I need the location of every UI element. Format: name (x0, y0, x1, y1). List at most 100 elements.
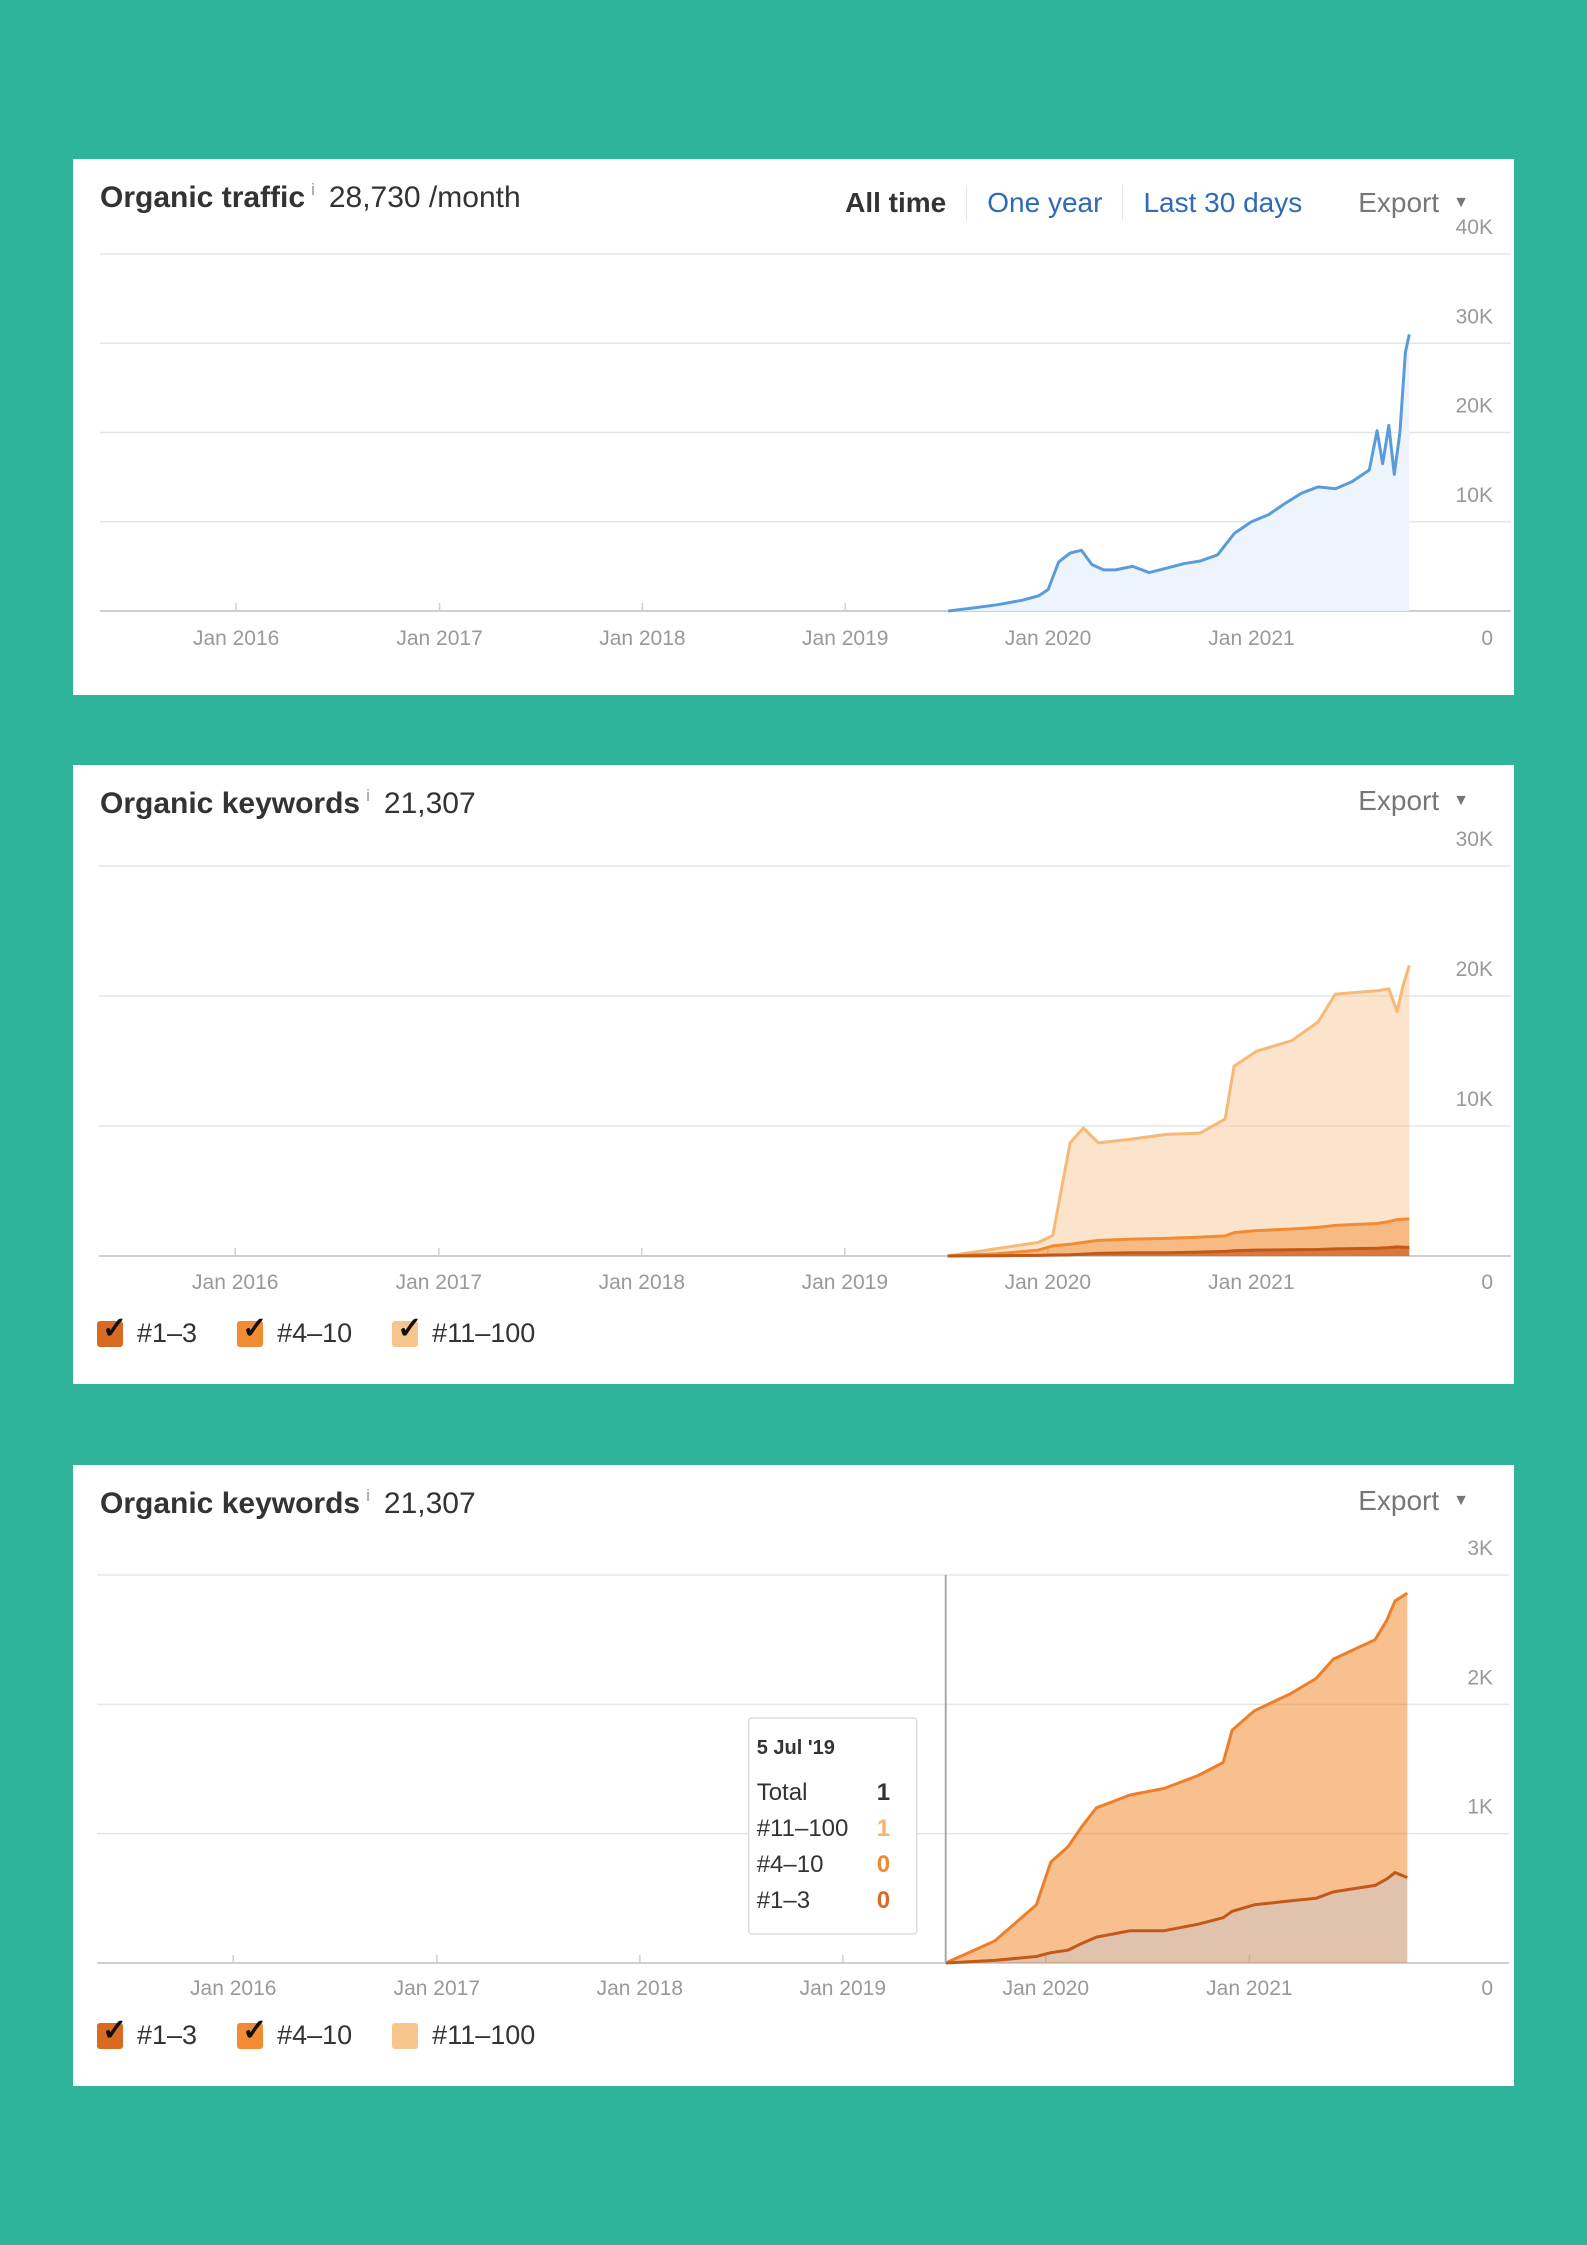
time-range-tabs: All time One year Last 30 days Export ▼ (825, 183, 1469, 223)
y-tick-label: 1K (1467, 1796, 1493, 1819)
legend-item-1-3[interactable]: ✓ #1–3 (97, 2015, 198, 2051)
x-tick-label: Jan 2018 (599, 627, 685, 650)
legend-item-4-10[interactable]: ✓ #4–10 (237, 1313, 353, 1349)
traffic-line (947, 333, 1411, 613)
x-tick-label: Jan 2017 (396, 1271, 482, 1294)
tooltip-value: 1 (877, 1815, 890, 1842)
y-tick-label: 10K (1456, 1088, 1493, 1111)
checkbox-checked-icon[interactable]: ✓ (392, 1313, 422, 1347)
x-tick-label: Jan 2019 (802, 1271, 888, 1294)
traffic-area (948, 334, 1410, 611)
y-tick-label: 3K (1467, 1537, 1493, 1560)
y-tick-label: 20K (1456, 958, 1493, 981)
tooltip-label: #11–100 (757, 1815, 849, 1842)
x-tick-label: Jan 2016 (193, 627, 279, 650)
tab-last-30-days[interactable]: Last 30 days (1122, 185, 1322, 221)
info-icon[interactable]: i (366, 786, 370, 805)
legend-item-1-3[interactable]: ✓ #1–3 (97, 1313, 198, 1349)
legend-item-4-10[interactable]: ✓ #4–10 (237, 2015, 353, 2051)
legend-item-11-100[interactable]: ✓ #11–100 (392, 1313, 536, 1349)
x-tick-label: Jan 2018 (599, 1271, 685, 1294)
legend-label: #4–10 (277, 1318, 353, 1348)
legend-label: #4–10 (277, 2020, 353, 2050)
tooltip-label: #4–10 (757, 1851, 824, 1878)
legend-label: #11–100 (432, 2020, 536, 2050)
checkbox-checked-icon[interactable]: ✓ (97, 2015, 127, 2049)
x-tick-label: Jan 2017 (396, 627, 482, 650)
traffic-chart: 0 10K 20K 30K 40K Jan 2016 Jan 2017 Jan 2018 Jan… (100, 216, 1511, 650)
keywords-value: 21,307 (383, 787, 476, 820)
x-tick-label: Jan 2020 (1003, 1977, 1089, 2000)
info-icon[interactable]: i (311, 180, 315, 199)
panel-header: Organic keywords i 21,307 (100, 786, 476, 827)
tooltip-value: 0 (877, 1887, 890, 1914)
keywords-chart-filtered: 0 1K 2K 3K Jan 2016 Jan 2017 Jan 2018 Jan 2019 J… (97, 1537, 1509, 2000)
tab-all-time[interactable]: All time (845, 187, 947, 218)
export-label: Export (1358, 187, 1440, 218)
info-icon[interactable]: i (366, 1486, 370, 1505)
series-line (947, 1245, 1410, 1258)
y-tick-label: 0 (1481, 1271, 1493, 1294)
y-tick-label: 40K (1456, 216, 1493, 239)
tooltip-label: #1–3 (757, 1887, 810, 1914)
x-tick-label: Jan 2020 (1005, 1271, 1091, 1294)
legend-label: #11–100 (432, 1318, 536, 1348)
panel-title: Organic keywords (100, 1487, 361, 1520)
x-tick-label: Jan 2017 (394, 1977, 480, 2000)
series-line (947, 964, 1411, 1258)
series-area (947, 965, 1410, 1256)
y-tick-label: 10K (1456, 484, 1493, 507)
x-tick-label: Jan 2020 (1005, 627, 1091, 650)
series-line (945, 1871, 1408, 1965)
panel-title: Organic keywords (100, 787, 361, 820)
tooltip-box (747, 1717, 918, 1935)
y-tick-label: 2K (1467, 1666, 1493, 1689)
checkbox-checked-icon[interactable]: ✓ (237, 2015, 267, 2049)
tab-one-year[interactable]: One year (966, 185, 1122, 221)
organic-keywords-panel: Organic keywords i 21,307 Export ▼ 0 10K 2… (73, 765, 1514, 1384)
y-tick-label: 30K (1456, 828, 1493, 851)
series-line (945, 1591, 1409, 1965)
chart-legend: ✓ #1–3 ✓ #4–10 #11–100 (97, 2015, 575, 2051)
x-tick-label: Jan 2021 (1206, 1977, 1292, 2000)
y-tick-label: 0 (1481, 1977, 1493, 2000)
x-tick-label: Jan 2018 (597, 1977, 683, 2000)
tooltip-date: 5 Jul '19 (757, 1737, 835, 1759)
checkbox-unchecked-icon[interactable] (392, 2022, 419, 2049)
x-tick-label: Jan 2016 (190, 1977, 276, 2000)
organic-traffic-panel: Organic traffic i 28,730 /month All time… (73, 159, 1514, 695)
organic-keywords-panel-filtered: Organic keywords i 21,307 Export ▼ 0 1K 2K… (73, 1465, 1514, 2086)
keywords-value: 21,307 (383, 1487, 476, 1520)
legend-item-11-100[interactable]: #11–100 (392, 2020, 535, 2051)
series-area (947, 1246, 1410, 1256)
series-area (945, 1593, 1408, 1963)
x-tick-label: Jan 2021 (1208, 627, 1294, 650)
chart-legend: ✓ #1–3 ✓ #4–10 ✓ #11–100 (97, 1313, 575, 1349)
export-label: Export (1358, 785, 1440, 816)
x-tick-label: Jan 2021 (1208, 1271, 1294, 1294)
export-button[interactable]: Export ▼ (1358, 1481, 1469, 1521)
y-tick-label: 20K (1456, 395, 1493, 418)
export-button[interactable]: Export ▼ (1358, 781, 1469, 821)
x-tick-label: Jan 2019 (802, 627, 888, 650)
series-line (947, 1217, 1410, 1258)
x-tick-label: Jan 2019 (800, 1977, 886, 2000)
tooltip-label: Total (757, 1779, 808, 1806)
legend-label: #1–3 (137, 2020, 198, 2050)
panel-title: Organic traffic (100, 181, 306, 214)
legend-label: #1–3 (137, 1318, 198, 1348)
series-area (945, 1872, 1408, 1963)
checkbox-checked-icon[interactable]: ✓ (237, 1313, 267, 1347)
y-tick-label: 30K (1456, 305, 1493, 328)
keywords-chart: 0 10K 20K 30K Jan 2016 Jan 2017 Jan 2018 Jan 20… (99, 828, 1511, 1294)
export-button[interactable]: Export ▼ (1322, 187, 1469, 219)
caret-down-icon: ▼ (1453, 1492, 1469, 1509)
traffic-value: 28,730 /month (328, 181, 521, 214)
y-tick-label: 0 (1481, 627, 1493, 650)
panel-header: Organic traffic i 28,730 /month (100, 180, 521, 221)
export-label: Export (1358, 1485, 1440, 1516)
tooltip-value: 1 (877, 1779, 890, 1806)
series-area (947, 1218, 1410, 1256)
checkbox-checked-icon[interactable]: ✓ (97, 1313, 127, 1347)
caret-down-icon: ▼ (1453, 792, 1469, 809)
